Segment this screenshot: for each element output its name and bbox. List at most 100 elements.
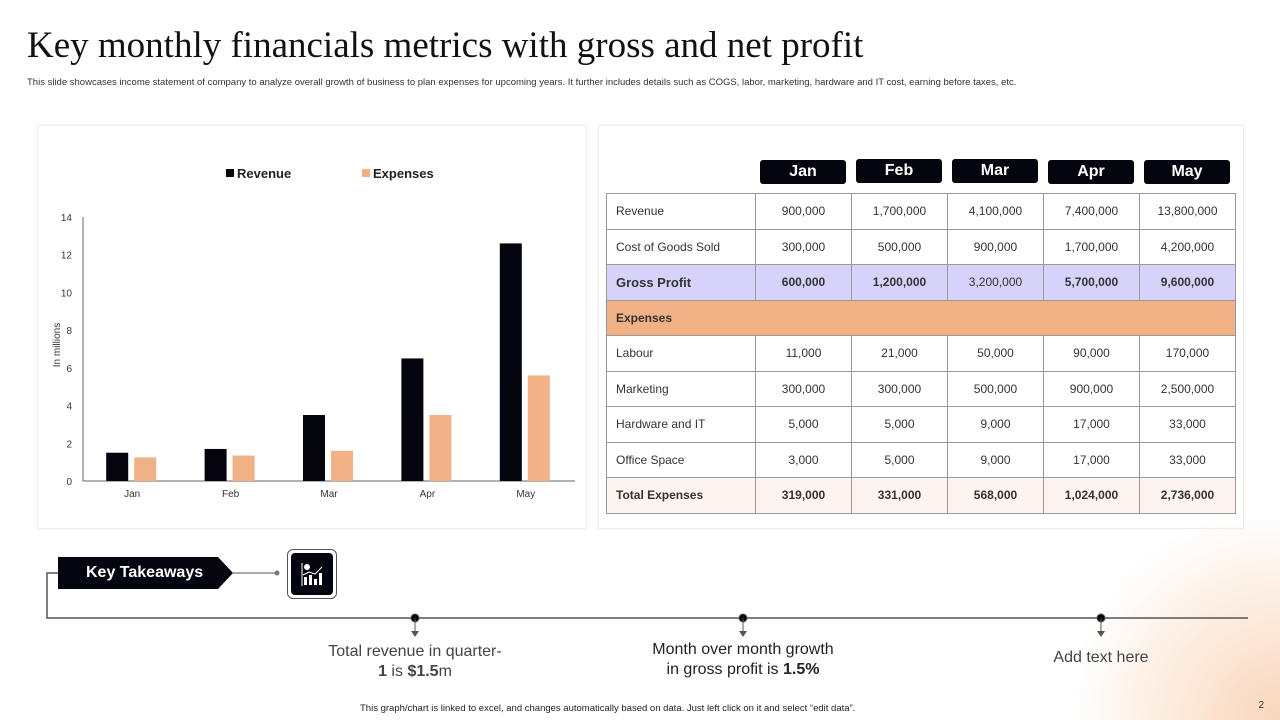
row-label: Marketing — [606, 370, 756, 407]
table-cell: 13,800,000 — [1139, 193, 1236, 230]
table-cell: 9,600,000 — [1139, 264, 1236, 301]
table-cell: 2,500,000 — [1139, 370, 1236, 407]
row-label: Revenue — [606, 193, 756, 230]
table-cell: 3,200,000 — [947, 264, 1044, 301]
table-row: Gross Profit 600,000 1,200,000 3,200,000 5,7… — [606, 264, 1236, 301]
bar-revenue — [401, 358, 424, 481]
table-cell: 7,400,000 — [1043, 193, 1140, 230]
table-cell: 17,000 — [1043, 441, 1140, 478]
month-header-jan: Jan — [760, 160, 846, 184]
footer-note: This graph/chart is linked to excel, and… — [360, 703, 856, 714]
row-label: Gross Profit — [606, 264, 756, 301]
table-cell: 9,000 — [947, 406, 1044, 443]
table-cell: 300,000 — [755, 370, 852, 407]
table-cell: 1,700,000 — [1043, 228, 1140, 265]
bar-chart[interactable]: 0 2 4 6 8 10 12 14 In millions Jan Feb Mar Apr May Rev… — [0, 0, 600, 530]
chart-panel — [37, 125, 587, 529]
y-tick-label: 6 — [66, 364, 72, 375]
takeaway-3[interactable]: Add text here — [1053, 649, 1149, 666]
table-cell: 170,000 — [1139, 335, 1236, 372]
table-cell: 33,000 — [1139, 406, 1236, 443]
table-cell: 2,736,000 — [1139, 477, 1236, 514]
table-cell: 568,000 — [947, 477, 1044, 514]
financials-table: Revenue 900,000 1,700,000 4,100,000 7,400,00… — [606, 193, 1236, 514]
row-label: Hardware and IT — [606, 406, 756, 443]
table-cell: 900,000 — [1043, 370, 1140, 407]
legend-label: Revenue — [237, 166, 291, 181]
month-header-feb: Feb — [856, 159, 942, 183]
row-label: Office Space — [606, 441, 756, 478]
table-cell: 9,000 — [947, 441, 1044, 478]
table-cell: 600,000 — [755, 264, 852, 301]
bar-expenses — [527, 375, 550, 481]
page-number: 2 — [1258, 700, 1264, 711]
y-tick-label: 14 — [61, 213, 73, 224]
table-cell: 319,000 — [755, 477, 852, 514]
bar-revenue — [204, 448, 227, 481]
table-cell: 300,000 — [851, 370, 948, 407]
legend-label: Expenses — [373, 166, 434, 181]
row-label: Labour — [606, 335, 756, 372]
bar-revenue — [499, 243, 522, 481]
bar-expenses — [134, 457, 157, 481]
row-label: Cost of Goods Sold — [606, 228, 756, 265]
table-row: Labour 11,000 21,000 50,000 90,000 170,000 — [606, 335, 1236, 372]
x-tick-label: May — [516, 489, 535, 500]
table-cell: 300,000 — [755, 228, 852, 265]
legend-swatch-expenses — [362, 169, 370, 177]
decorative-glow — [1080, 520, 1280, 720]
table-cell: 90,000 — [1043, 335, 1140, 372]
table-row: Expenses — [606, 299, 1236, 336]
bar-expenses — [429, 415, 452, 481]
bar-expenses — [232, 455, 255, 481]
table-cell: 1,024,000 — [1043, 477, 1140, 514]
table-cell: 900,000 — [947, 228, 1044, 265]
table-cell: 5,000 — [755, 406, 852, 443]
x-tick-label: Jan — [124, 489, 140, 500]
y-tick-label: 4 — [66, 402, 72, 413]
table-row: Revenue 900,000 1,700,000 4,100,000 7,400,00… — [606, 193, 1236, 230]
table-cell: 5,000 — [851, 406, 948, 443]
subtitle: This slide showcases income statement of… — [27, 77, 1017, 88]
table-cell: 11,000 — [755, 335, 852, 372]
y-axis-label: In millions — [52, 323, 63, 367]
takeaway-2: Month over month growth in gross profit i… — [652, 641, 834, 678]
table-cell: 500,000 — [947, 370, 1044, 407]
x-tick-label: Feb — [222, 489, 240, 500]
y-tick-label: 0 — [66, 477, 72, 488]
table-row: Hardware and IT 5,000 5,000 9,000 17,000 33,0… — [606, 406, 1236, 443]
month-header-mar: Mar — [952, 159, 1038, 183]
bar-revenue — [106, 452, 129, 481]
table-cell: 4,100,000 — [947, 193, 1044, 230]
y-tick-label: 8 — [66, 326, 72, 337]
table-cell: 33,000 — [1139, 441, 1236, 478]
table-row: Office Space 3,000 5,000 9,000 17,000 33,000 — [606, 441, 1236, 478]
takeaway-1: Total revenue in quarter- 1 is $1.5m — [328, 643, 502, 680]
chart-analytics-icon — [287, 549, 337, 599]
table-row: Marketing 300,000 300,000 500,000 900,000 2,5… — [606, 370, 1236, 407]
table-cell: 4,200,000 — [1139, 228, 1236, 265]
row-label: Total Expenses — [606, 477, 756, 514]
y-tick-label: 2 — [66, 439, 72, 450]
table-cell: 17,000 — [1043, 406, 1140, 443]
bar-expenses — [331, 450, 353, 481]
table-panel — [598, 125, 1244, 529]
table-cell: 3,000 — [755, 441, 852, 478]
table-cell: 21,000 — [851, 335, 948, 372]
table-cell: 500,000 — [851, 228, 948, 265]
x-tick-label: Apr — [420, 489, 436, 500]
table-row: Total Expenses 319,000 331,000 568,000 1,024… — [606, 477, 1236, 514]
table-cell: 900,000 — [755, 193, 852, 230]
key-takeaways-label: Key Takeaways — [58, 557, 233, 589]
month-header-may: May — [1144, 160, 1230, 184]
table-cell: 50,000 — [947, 335, 1044, 372]
row-label: Expenses — [606, 299, 1236, 336]
table-cell: 331,000 — [851, 477, 948, 514]
bar-revenue — [303, 415, 325, 481]
table-row: Cost of Goods Sold 300,000 500,000 900,000 1… — [606, 228, 1236, 265]
table-cell: 5,700,000 — [1043, 264, 1140, 301]
legend-swatch-revenue — [226, 169, 234, 177]
x-tick-label: Mar — [320, 489, 338, 500]
table-cell: 1,700,000 — [851, 193, 948, 230]
y-tick-label: 12 — [61, 251, 73, 262]
